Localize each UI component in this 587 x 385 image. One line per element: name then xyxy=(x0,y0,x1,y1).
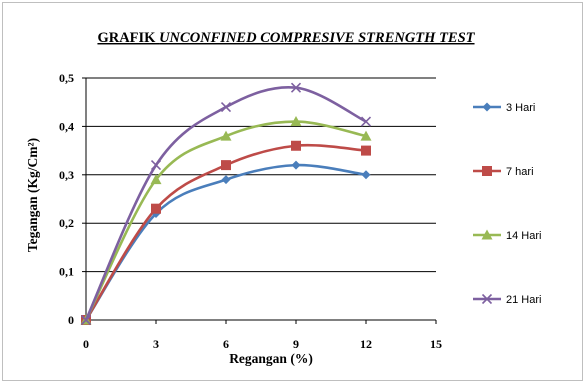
point-14-hari-3 xyxy=(290,116,302,127)
chart-title-italic: UNCONFINED COMPRESIVE STRENGTH TEST xyxy=(159,30,476,46)
point-21-hari-2 xyxy=(220,101,232,113)
series-group xyxy=(80,82,372,326)
axes xyxy=(82,77,437,324)
point-3-hari-3 xyxy=(291,160,301,170)
legend-label-7-hari: 7 hari xyxy=(506,166,534,178)
point-21-hari-0-stroke-b xyxy=(80,314,92,326)
point-14-hari-2 xyxy=(220,130,232,141)
x-axis-label: Regangan (%) xyxy=(229,351,313,366)
x-tick-label-4: 12 xyxy=(360,337,372,351)
legend-label-21-hari: 21 Hari xyxy=(506,294,541,306)
series-line-21-hari xyxy=(84,85,367,321)
legend-marker-21-hari xyxy=(481,293,493,305)
legend-item-14-hari: 14 Hari xyxy=(473,229,541,242)
point-7-hari-2 xyxy=(221,160,231,171)
y-tick-label-2: 0,2 xyxy=(59,216,74,230)
point-21-hari-1-stroke-b xyxy=(150,160,162,171)
chart-frame xyxy=(2,2,583,381)
chart-title-plain: GRAFIK xyxy=(97,30,159,46)
series-21-hari xyxy=(80,82,372,326)
legend-marker-7-hari xyxy=(482,166,492,176)
point-21-hari-2-stroke-b xyxy=(220,101,232,113)
point-21-hari-3 xyxy=(290,82,302,93)
x-tick-label-2: 6 xyxy=(223,337,229,351)
legend-item-3-hari: 3 Hari xyxy=(473,102,535,114)
y-tick-label-5: 0,5 xyxy=(59,71,74,85)
y-tick-label-0: 0 xyxy=(68,313,74,327)
chart-title: GRAFIK UNCONFINED COMPRESIVE STRENGTH TE… xyxy=(97,30,475,46)
y-tick-label-1: 0,1 xyxy=(59,265,74,279)
legend-item-21-hari: 21 Hari xyxy=(473,293,541,306)
x-tick-label-3: 9 xyxy=(293,337,299,351)
y-tick-label-3: 0,3 xyxy=(59,168,74,182)
point-3-hari-2 xyxy=(221,175,231,185)
point-3-hari-4 xyxy=(361,170,371,180)
legend-label-3-hari: 3 Hari xyxy=(506,102,535,114)
point-21-hari-1 xyxy=(150,160,162,171)
legend: 3 Hari 7 hari 14 Hari 21 Hari xyxy=(473,102,541,306)
point-21-hari-0 xyxy=(80,314,92,326)
series-line-14-hari xyxy=(84,120,367,321)
point-21-hari-3-stroke-b xyxy=(290,82,302,93)
legend-marker-14-hari xyxy=(481,229,493,240)
point-7-hari-4 xyxy=(361,145,371,156)
point-14-hari-1 xyxy=(150,174,162,185)
point-7-hari-3 xyxy=(291,140,301,151)
x-tick-label-1: 3 xyxy=(153,337,159,351)
legend-marker-3-hari xyxy=(482,102,492,112)
series-line-3-hari xyxy=(84,163,367,321)
legend-item-7-hari: 7 hari xyxy=(473,166,534,178)
x-tick-label-0: 0 xyxy=(83,337,89,351)
series-3-hari xyxy=(81,160,371,325)
grid-lines xyxy=(86,77,436,273)
tick-labels: 0 3 6 9 12 15 0 0,1 0,2 0,3 0,4 0,5 xyxy=(59,71,442,351)
point-14-hari-4 xyxy=(360,130,372,141)
point-7-hari-1 xyxy=(151,203,161,214)
x-tick-label-5: 15 xyxy=(430,337,442,351)
point-21-hari-4-stroke-b xyxy=(360,116,372,127)
series-line-7-hari xyxy=(84,143,367,321)
legend-marker-21-hari-stroke-b xyxy=(481,293,493,305)
point-21-hari-4 xyxy=(360,116,372,127)
y-axis-label: Tegangan (Kg/Cm²) xyxy=(25,138,40,252)
y-tick-label-4: 0,4 xyxy=(59,119,74,133)
legend-label-14-hari: 14 Hari xyxy=(506,230,541,242)
